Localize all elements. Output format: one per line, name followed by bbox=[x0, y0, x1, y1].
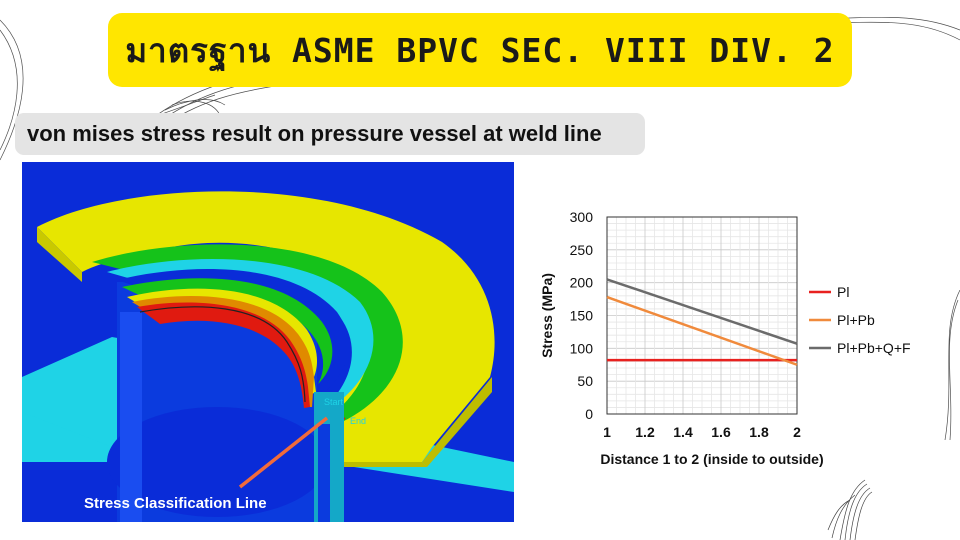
annotation-arrow bbox=[238, 416, 329, 489]
x-tick-label: 1.6 bbox=[711, 424, 731, 440]
x-tick-label: 1.2 bbox=[635, 424, 655, 440]
x-tick-labels: 1 1.2 1.4 1.6 1.8 2 bbox=[603, 424, 801, 440]
title-banner: มาตรฐาน ASME BPVC SEC. VIII DIV. 2 bbox=[108, 13, 852, 87]
chart-series-lines bbox=[606, 278, 798, 366]
banner-title: มาตรฐาน ASME BPVC SEC. VIII DIV. 2 bbox=[125, 30, 835, 70]
series-line-3 bbox=[606, 278, 798, 345]
y-tick-label: 300 bbox=[570, 209, 594, 225]
subtitle-text: von mises stress result on pressure vess… bbox=[27, 121, 602, 146]
fea-flange-ring bbox=[37, 191, 495, 463]
x-tick-label: 2 bbox=[793, 424, 801, 440]
chart-plot-frame bbox=[606, 216, 798, 415]
fea-contour-red-peak bbox=[137, 302, 310, 408]
end-label: End bbox=[350, 416, 366, 426]
x-tick-label: 1 bbox=[603, 424, 611, 440]
legend-label-1: Pl bbox=[837, 284, 849, 300]
series-line-2 bbox=[606, 295, 798, 366]
stress-line-chart: 0 50 100 150 200 250 300 1 1.2 1.4 1.6 1.8 2 Pl Pl+P… bbox=[539, 209, 911, 467]
y-tick-label: 50 bbox=[577, 373, 593, 389]
chart-legend: Pl Pl+Pb Pl+Pb+Q+F bbox=[809, 284, 911, 356]
subtitle-pill: von mises stress result on pressure vess… bbox=[15, 113, 645, 155]
y-tick-label: 0 bbox=[585, 406, 593, 422]
decorative-lines-right-edge bbox=[944, 290, 960, 440]
chart-gridlines bbox=[606, 216, 798, 415]
x-tick-label: 1.4 bbox=[673, 424, 693, 440]
legend-label-3: Pl+Pb+Q+F bbox=[837, 340, 911, 356]
decorative-lines-bottom-right bbox=[827, 479, 873, 540]
y-tick-label: 150 bbox=[570, 308, 594, 324]
fea-contour-green-inner bbox=[122, 278, 333, 384]
x-tick-label: 1.8 bbox=[749, 424, 769, 440]
y-tick-label: 200 bbox=[570, 275, 594, 291]
x-axis-label: Distance 1 to 2 (inside to outside) bbox=[600, 451, 823, 467]
y-axis-label: Stress (MPa) bbox=[539, 273, 555, 358]
fea-stress-contour-image: Start End Stress Classification Line bbox=[22, 162, 514, 522]
fea-contour-cyan bbox=[107, 258, 374, 410]
y-tick-label: 250 bbox=[570, 242, 594, 258]
y-tick-label: 100 bbox=[570, 340, 594, 356]
start-label: Start bbox=[324, 397, 344, 407]
legend-label-2: Pl+Pb bbox=[837, 312, 875, 328]
fea-contour-green-outer bbox=[92, 244, 403, 422]
y-tick-labels: 0 50 100 150 200 250 300 bbox=[570, 209, 594, 422]
stress-classification-label: Stress Classification Line bbox=[84, 495, 267, 512]
